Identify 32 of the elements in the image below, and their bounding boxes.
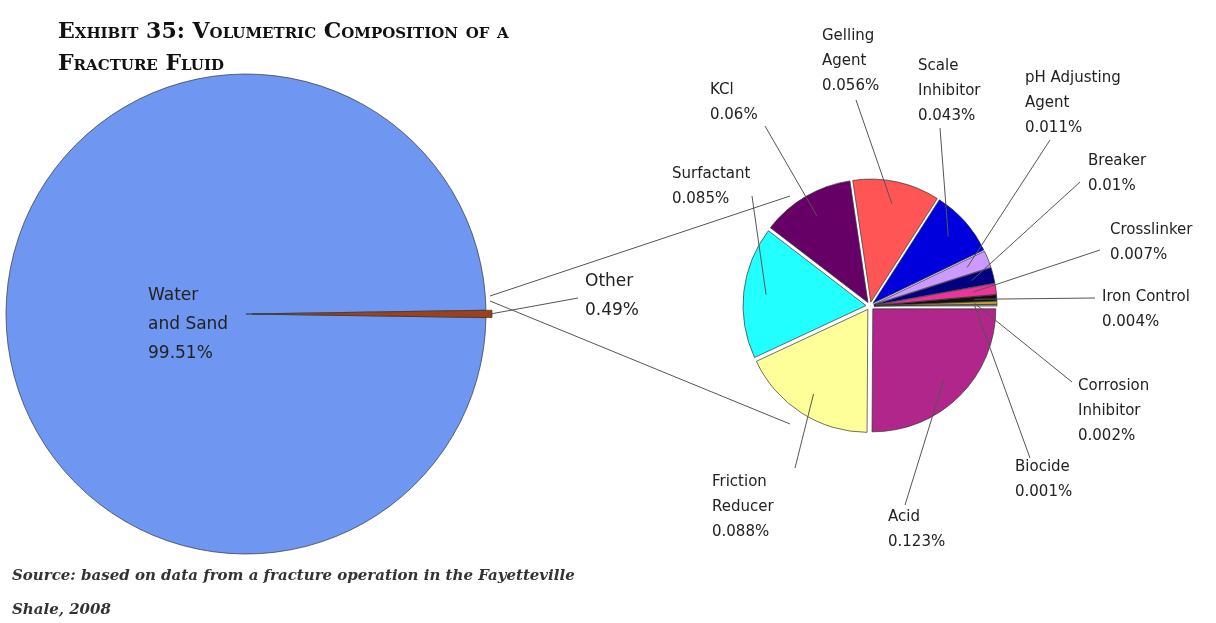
data-label: 0.043% bbox=[918, 106, 976, 124]
slice-label: Biocide bbox=[1015, 457, 1070, 475]
slice-label: Gelling Agent bbox=[822, 26, 875, 69]
data-label: 0.06% bbox=[710, 105, 758, 123]
slice-label: Scale Inhibitor bbox=[918, 56, 982, 99]
data-label: 0.002% bbox=[1078, 426, 1136, 444]
pie-slice bbox=[742, 230, 867, 358]
data-label: 99.51% bbox=[148, 342, 213, 362]
data-label: 0.088% bbox=[712, 522, 770, 540]
slice-label: Acid bbox=[888, 507, 920, 525]
slice-label: Breaker bbox=[1088, 151, 1147, 169]
slice-label: Crosslinker bbox=[1110, 220, 1194, 238]
data-label: 0.001% bbox=[1015, 482, 1073, 500]
slice-label: Surfactant bbox=[672, 164, 751, 182]
slice-label: Corrosion Inhibitor bbox=[1078, 376, 1150, 419]
data-label: 0.49% bbox=[585, 299, 640, 319]
slice-label: Other bbox=[585, 270, 634, 290]
data-label: 0.011% bbox=[1025, 118, 1083, 136]
source-note: Source: based on data from a fracture operation in the Fayetteville Shale, 2008 bbox=[12, 566, 575, 618]
data-label: 0.123% bbox=[888, 532, 946, 550]
pie-slice bbox=[871, 308, 997, 433]
slice-label: Friction Reducer bbox=[712, 472, 775, 515]
data-label: 0.01% bbox=[1088, 176, 1136, 194]
slice-label: KCl bbox=[710, 80, 734, 98]
data-label: 0.056% bbox=[822, 76, 880, 94]
data-label: 0.004% bbox=[1102, 312, 1160, 330]
data-label: 0.007% bbox=[1110, 245, 1168, 263]
chart-title: Exhibit 35: Volumetric Composition of a Fracture Fluid bbox=[58, 17, 510, 75]
data-label: 0.085% bbox=[672, 189, 730, 207]
slice-label: pH Adjusting Agent bbox=[1025, 68, 1121, 111]
slice-label: Iron Control bbox=[1102, 287, 1190, 305]
slice-label: Water and Sand bbox=[148, 284, 229, 333]
